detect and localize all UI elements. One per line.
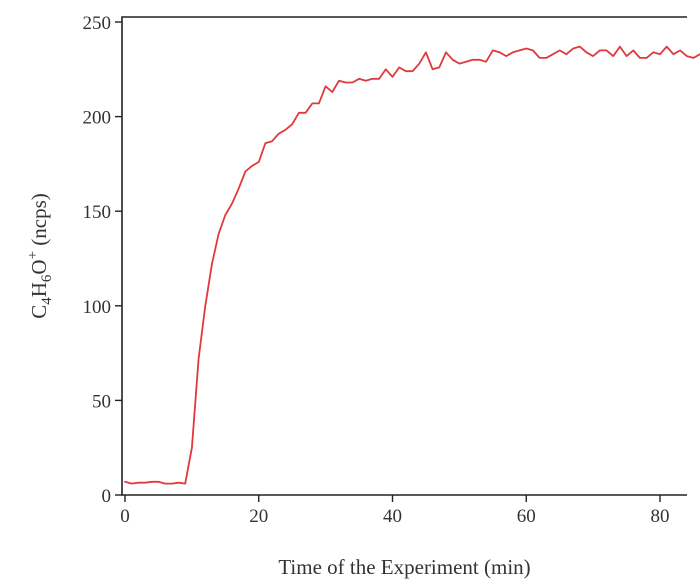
x-axis-title: Time of the Experiment (min) <box>278 555 530 579</box>
y-title-sup: + <box>25 251 41 259</box>
y-tick-label: 250 <box>83 13 112 34</box>
y-title-sub: 4 <box>39 297 55 305</box>
x-tick-label: 60 <box>517 506 536 527</box>
y-title-part: O <box>27 259 51 274</box>
y-tick-label: 100 <box>83 297 112 318</box>
y-title-part: H <box>27 282 51 297</box>
x-tick-label: 20 <box>249 506 268 527</box>
y-tick-label: 0 <box>102 486 112 507</box>
x-tick-label: 80 <box>651 506 670 527</box>
ticks-layer: 0 50 100 150 200 250 0 20 40 60 80 <box>83 13 670 527</box>
y-axis-title: C4H6O+ (ncps) <box>25 193 55 319</box>
series-line-c4h6o <box>124 45 700 485</box>
plot-frame <box>121 16 687 496</box>
y-tick-label: 50 <box>92 391 111 412</box>
y-title-sub: 6 <box>39 274 55 282</box>
y-tick-label: 150 <box>83 202 112 223</box>
x-tick-label: 40 <box>383 506 402 527</box>
x-tick-label: 0 <box>120 506 130 527</box>
y-tick-label: 200 <box>83 108 112 129</box>
y-title-unit: (ncps) <box>27 193 51 251</box>
y-title-part: C <box>27 305 51 319</box>
